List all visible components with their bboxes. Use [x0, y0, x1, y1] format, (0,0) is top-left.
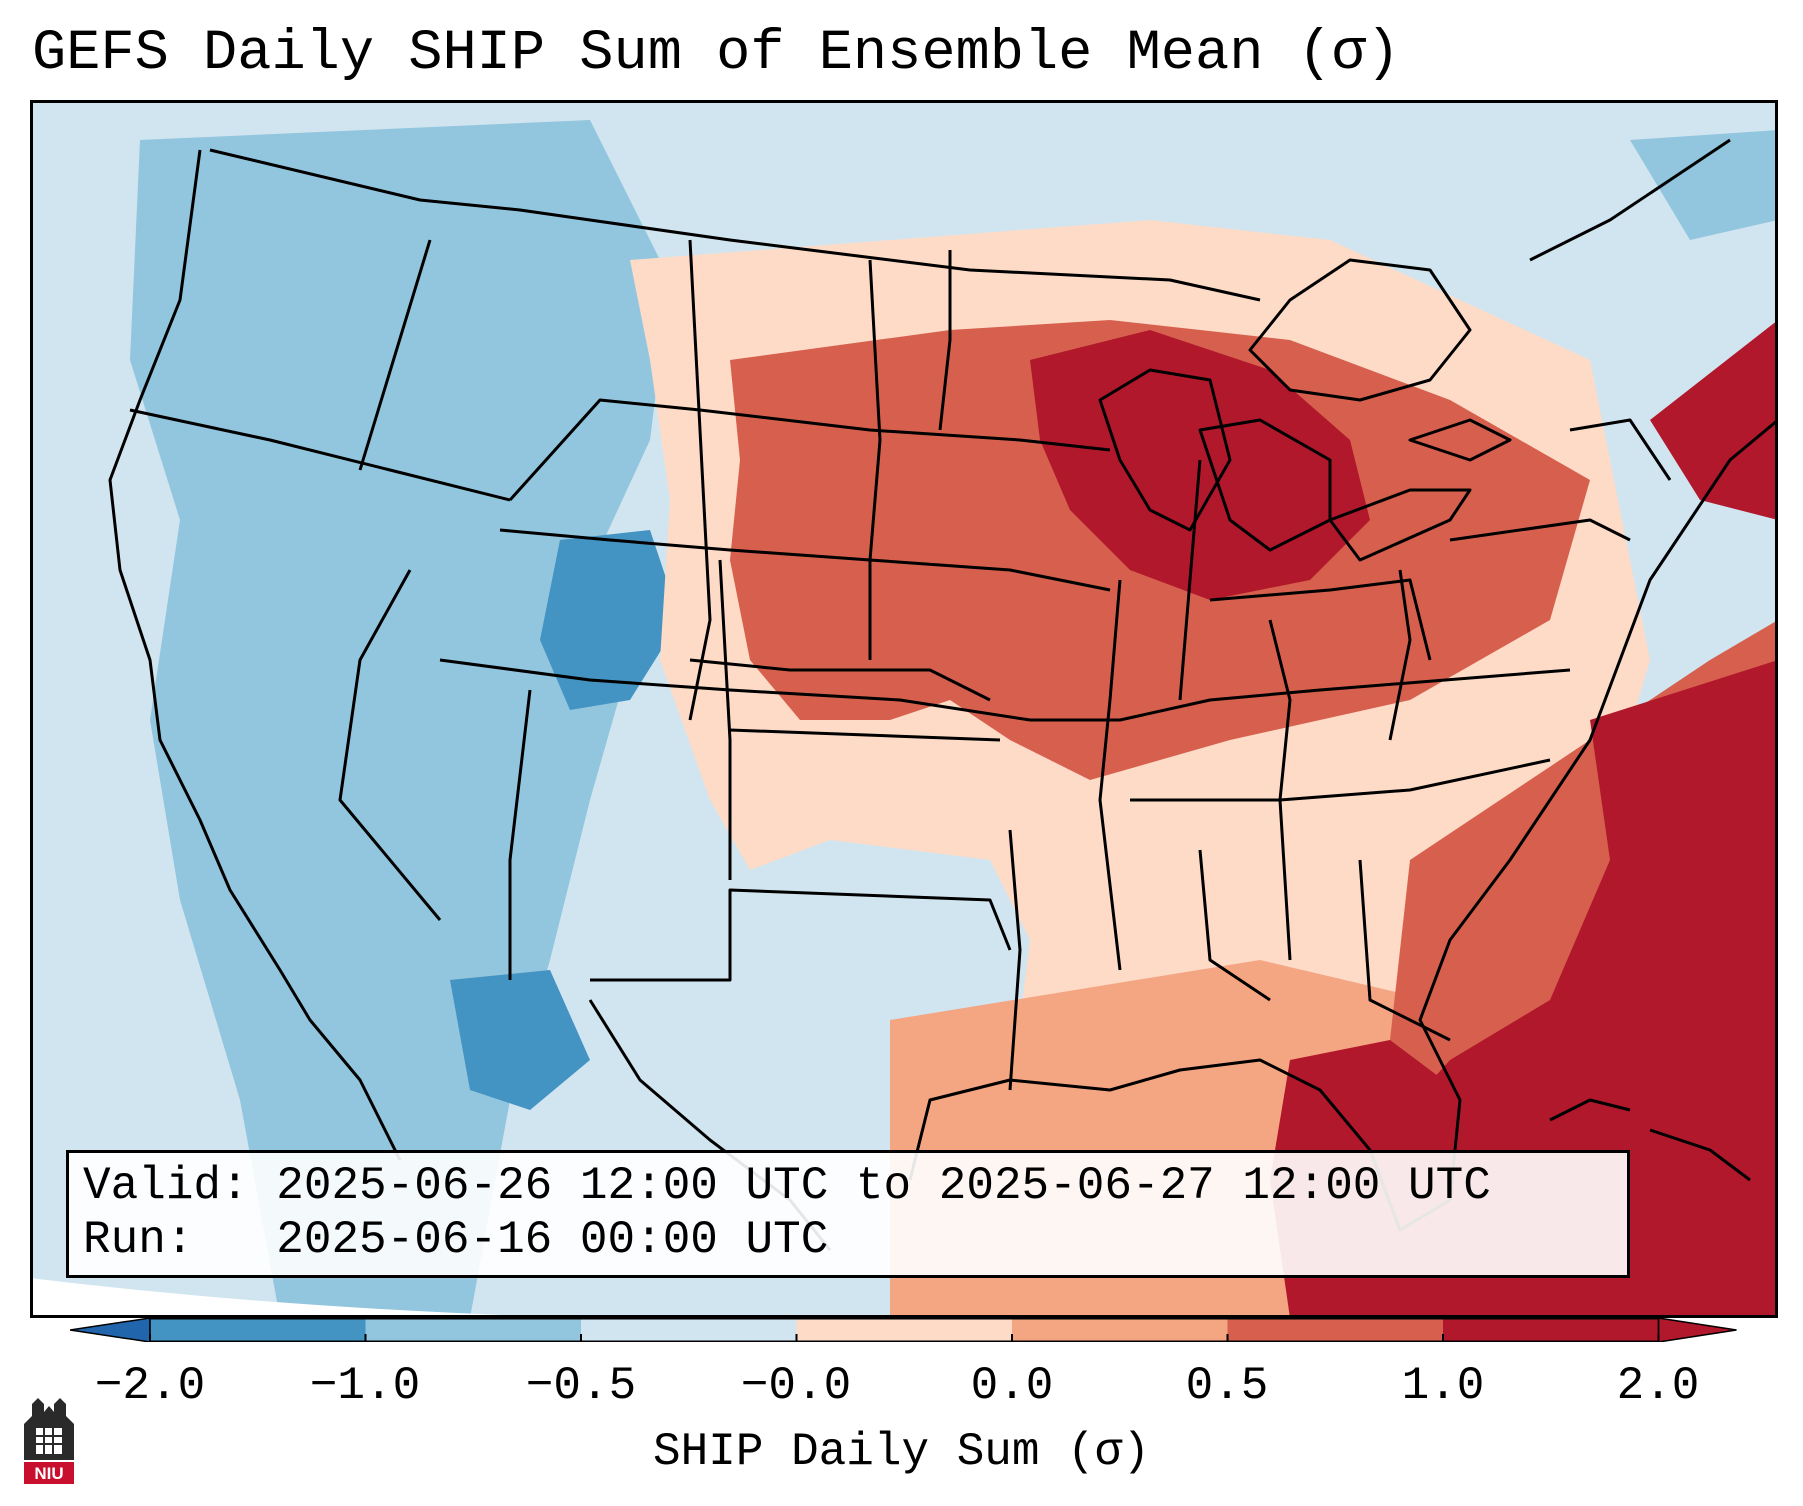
colorbar	[70, 1318, 1737, 1342]
colorbar-tick-label: 0.5	[1185, 1360, 1269, 1412]
anomaly-colorado-blue	[540, 530, 680, 710]
niu-logo: NIU	[24, 1398, 74, 1484]
colorbar-tick-label: −0.0	[740, 1360, 852, 1412]
map-frame	[30, 100, 1778, 1318]
chart-title: GEFS Daily SHIP Sum of Ensemble Mean (σ)	[32, 22, 1401, 86]
anomaly-west-light-blue	[130, 120, 670, 1318]
state-boundaries	[129, 148, 1672, 1091]
colorbar-segment	[1227, 1318, 1444, 1342]
colorbar-tick-label: −2.0	[94, 1360, 206, 1412]
colorbar-extend-low	[70, 1318, 151, 1342]
colorbar-segment	[365, 1318, 582, 1342]
colorbar-tick-label: −1.0	[309, 1360, 421, 1412]
colorbar-segment	[796, 1318, 1013, 1342]
colorbar-segment	[581, 1318, 797, 1342]
niu-logo-text: NIU	[34, 1464, 63, 1483]
anomaly-northeast-dark-red	[1650, 320, 1778, 520]
colorbar-segment	[150, 1318, 366, 1342]
colorbar-tick-label: 2.0	[1616, 1360, 1700, 1412]
coastlines	[108, 138, 1778, 1251]
valid-run-info-box: Valid: 2025-06-26 12:00 UTC to 2025-06-2…	[66, 1150, 1630, 1278]
colorbar-segment	[1012, 1318, 1228, 1342]
run-time-text: Run: 2025-06-16 00:00 UTC	[83, 1214, 829, 1266]
colorbar-segment	[1443, 1318, 1659, 1342]
colorbar-label: SHIP Daily Sum (σ)	[653, 1426, 1150, 1478]
valid-time-text: Valid: 2025-06-26 12:00 UTC to 2025-06-2…	[83, 1160, 1491, 1212]
domain-boundary	[30, 1278, 590, 1318]
map-panel	[30, 100, 1778, 1318]
colorbar-extend-high	[1657, 1318, 1737, 1342]
anomaly-sonora-blue	[450, 970, 590, 1110]
colorbar-tick-label: 1.0	[1401, 1360, 1485, 1412]
colorbar-frame	[149, 1318, 1660, 1342]
colorbar-tick-label: −0.5	[525, 1360, 637, 1412]
anomaly-quebec-blue	[1630, 130, 1778, 240]
colorbar-tick-label: 0.0	[970, 1360, 1054, 1412]
